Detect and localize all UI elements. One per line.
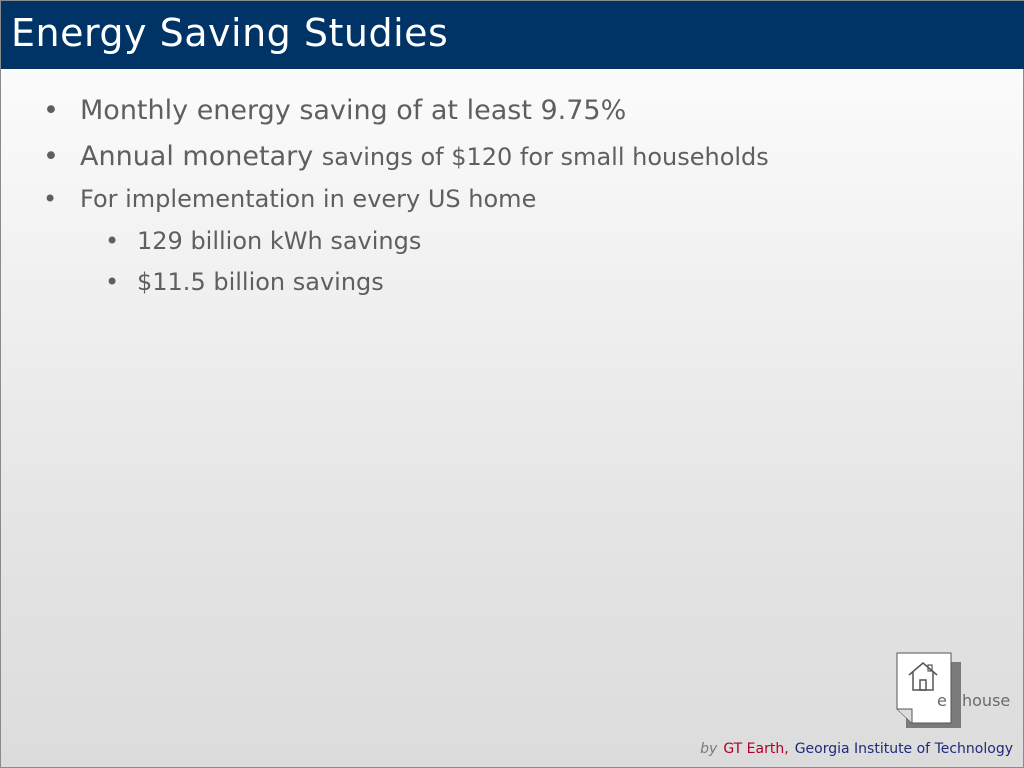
- bullet-item-monthly-saving: • Monthly energy saving of at least 9.75…: [43, 93, 627, 129]
- footer-by: by: [700, 741, 718, 757]
- bullet-text-small: savings of $120 for small households: [321, 143, 769, 171]
- bullet-item-implementation: • For implementation in every US home: [43, 183, 537, 215]
- sub-bullet-item-dollars: • $11.5 billion savings: [105, 266, 384, 298]
- bullet-glyph: •: [105, 268, 120, 296]
- footer-credit: by GT Earth, Georgia Institute of Technolo…: [700, 739, 1013, 759]
- house-icon: [896, 652, 961, 728]
- bullet-glyph: •: [43, 185, 58, 213]
- title-bar: Energy Saving Studies: [1, 1, 1024, 69]
- bullet-item-annual-savings: • Annual monetary savings of $120 for sm…: [43, 139, 769, 175]
- bullet-text: 129 billion kWh savings: [137, 227, 422, 255]
- bullet-text: $11.5 billion savings: [137, 268, 384, 296]
- logo-house: house: [962, 691, 1011, 710]
- ehouse-logo: [896, 652, 961, 728]
- slide-title: Energy Saving Studies: [11, 11, 449, 55]
- logo-e: e: [937, 691, 947, 710]
- footer-comma: ,: [784, 741, 789, 757]
- footer-org-georgia-tech: Georgia Institute of Technology: [794, 741, 1013, 757]
- bullet-text: Monthly energy saving of at least 9.75%: [80, 95, 627, 126]
- bullet-glyph: •: [43, 141, 59, 172]
- footer-org-gt-earth: GT Earth: [723, 741, 785, 757]
- bullet-glyph: •: [105, 227, 120, 255]
- bullet-text: For implementation in every US home: [80, 185, 537, 213]
- bullet-glyph: •: [43, 95, 59, 126]
- bullet-text-large: Annual monetary: [80, 141, 314, 172]
- sub-bullet-item-kwh: • 129 billion kWh savings: [105, 225, 422, 257]
